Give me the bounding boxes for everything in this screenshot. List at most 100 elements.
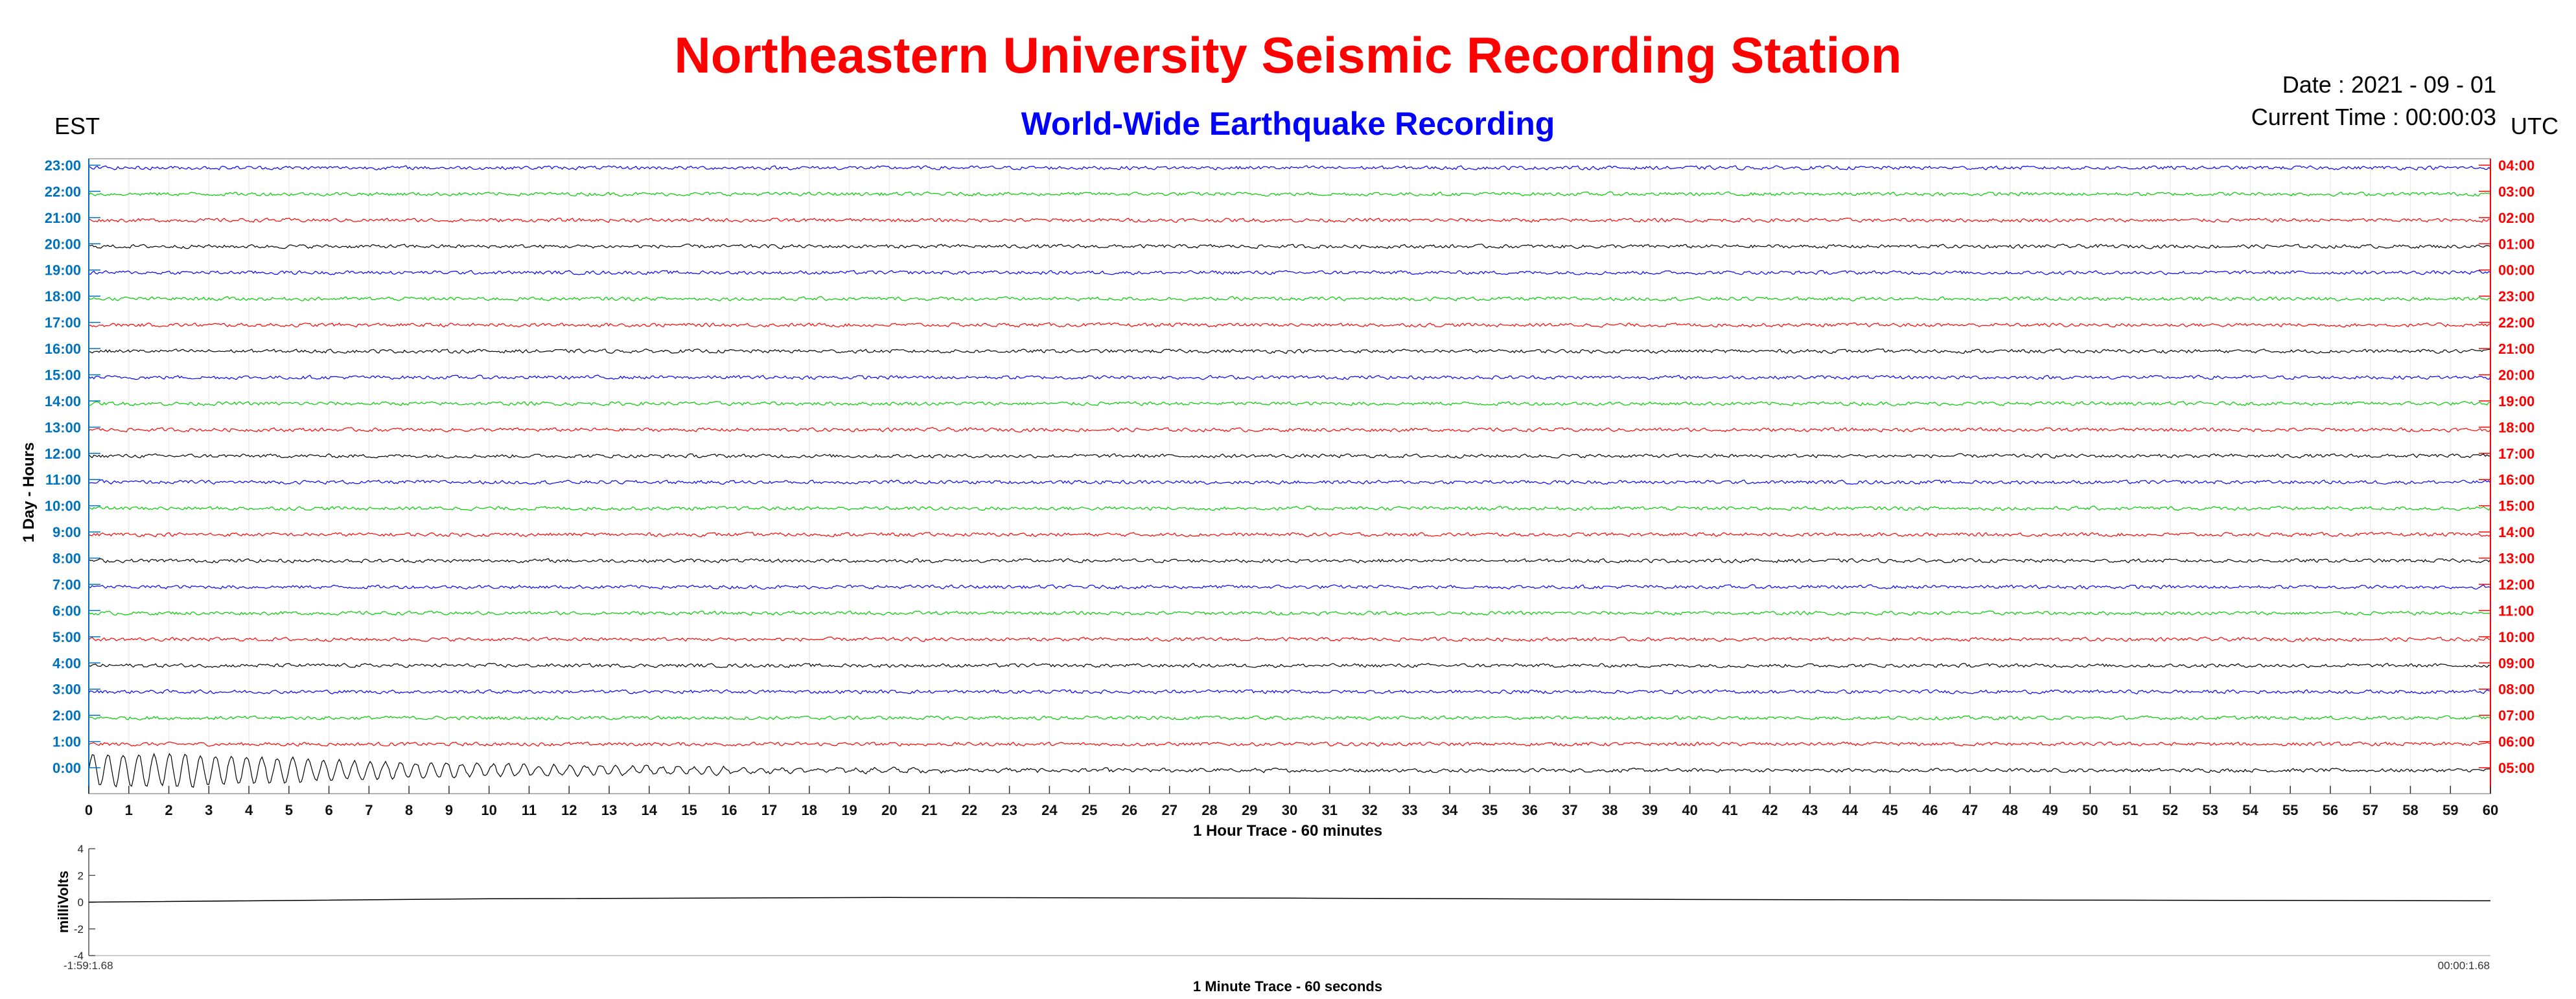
- right-y-tick-label: 05:00: [2498, 760, 2535, 776]
- left-y-tick-label: 13:00: [45, 419, 81, 435]
- seismic-trace: [88, 374, 2491, 380]
- x-tick-label: 50: [2082, 802, 2098, 818]
- x-tick-label: 18: [802, 802, 817, 818]
- right-y-tick-label: 20:00: [2498, 367, 2535, 383]
- right-y-tick-label: 11:00: [2498, 603, 2534, 619]
- left-y-tick-label: 10:00: [45, 498, 81, 514]
- right-y-tick-label: 14:00: [2498, 524, 2535, 540]
- x-tick-label: 60: [2483, 802, 2498, 818]
- x-tick-label: 49: [2042, 802, 2058, 818]
- x-tick-label: 4: [245, 802, 253, 818]
- left-y-tick-label: 8:00: [52, 551, 81, 567]
- helicorder-x-axis-label: 1 Hour Trace - 60 minutes: [1193, 822, 1382, 840]
- left-y-tick-label: 6:00: [52, 603, 81, 619]
- x-tick-label: 23: [1001, 802, 1017, 818]
- x-tick-label: 5: [285, 802, 293, 818]
- page-title: Northeastern University Seismic Recordin…: [674, 27, 1902, 84]
- x-tick-label: 15: [681, 802, 697, 818]
- minute-trace-end-label: 00:00:1.68: [2438, 959, 2490, 972]
- x-tick-label: 20: [881, 802, 897, 818]
- left-y-tick-label: 18:00: [45, 288, 81, 304]
- x-tick-label: 32: [1362, 802, 1377, 818]
- x-tick-label: 54: [2242, 802, 2258, 818]
- x-tick-label: 24: [1041, 802, 1058, 818]
- left-y-tick-label: 17:00: [45, 315, 81, 331]
- x-tick-label: 51: [2122, 802, 2138, 818]
- left-y-tick-label: 7:00: [52, 577, 81, 593]
- minute-y-tick-label: -2: [74, 923, 84, 936]
- x-tick-label: 10: [481, 802, 496, 818]
- right-y-tick-label: 23:00: [2498, 288, 2535, 304]
- x-tick-label: 7: [365, 802, 373, 818]
- x-tick-label: 25: [1082, 802, 1097, 818]
- x-tick-label: 45: [1882, 802, 1897, 818]
- x-tick-label: 55: [2282, 802, 2298, 818]
- minute-y-tick-label: -4: [74, 950, 84, 962]
- right-y-tick-label: 04:00: [2498, 157, 2535, 174]
- x-tick-label: 2: [165, 802, 172, 818]
- x-tick-label: 14: [641, 802, 657, 818]
- seismic-trace: [88, 348, 2490, 354]
- left-y-tick-label: 22:00: [45, 183, 81, 200]
- x-tick-label: 22: [962, 802, 977, 818]
- right-timezone-label: UTC: [2511, 113, 2559, 139]
- left-y-tick-label: 20:00: [45, 236, 81, 252]
- right-y-tick-label: 06:00: [2498, 734, 2535, 750]
- minute-trace-y-axis-label: milliVolts: [55, 871, 71, 933]
- seismic-trace: [88, 584, 2491, 590]
- minute-trace-line: [88, 897, 2491, 903]
- x-tick-label: 1: [125, 802, 133, 818]
- x-tick-label: 6: [325, 802, 332, 818]
- x-tick-label: 40: [1682, 802, 1697, 818]
- seismic-trace: [88, 400, 2491, 406]
- x-tick-label: 12: [561, 802, 577, 818]
- x-tick-label: 30: [1282, 802, 1297, 818]
- minute-y-tick-label: 0: [78, 897, 84, 909]
- x-tick-label: 34: [1442, 802, 1458, 818]
- right-y-tick-label: 08:00: [2498, 682, 2535, 698]
- x-tick-label: 16: [721, 802, 737, 818]
- left-y-tick-label: 14:00: [45, 393, 81, 409]
- left-timezone-label: EST: [54, 113, 100, 139]
- left-y-tick-label: 21:00: [45, 210, 81, 226]
- x-tick-label: 31: [1322, 802, 1338, 818]
- right-y-tick-label: 00:00: [2498, 262, 2535, 279]
- x-tick-label: 36: [1522, 802, 1537, 818]
- right-y-tick-label: 18:00: [2498, 419, 2535, 435]
- right-y-tick-label: 22:00: [2498, 315, 2535, 331]
- x-tick-label: 37: [1562, 802, 1577, 818]
- x-tick-label: 58: [2402, 802, 2418, 818]
- date-label: Date : 2021 - 09 - 01: [2282, 71, 2496, 98]
- right-y-tick-label: 19:00: [2498, 393, 2535, 409]
- left-y-tick-label: 2:00: [52, 707, 81, 724]
- x-tick-label: 39: [1642, 802, 1658, 818]
- seismic-trace: [88, 741, 2491, 747]
- right-y-tick-label: 15:00: [2498, 498, 2535, 514]
- x-tick-label: 47: [1962, 802, 1978, 818]
- helicorder-y-axis-label: 1 Day - Hours: [20, 442, 38, 543]
- x-tick-label: 41: [1722, 802, 1737, 818]
- left-y-tick-label: 11:00: [45, 472, 81, 488]
- right-y-tick-label: 09:00: [2498, 655, 2535, 671]
- x-tick-label: 33: [1402, 802, 1417, 818]
- x-tick-label: 11: [522, 802, 537, 818]
- x-tick-label: 19: [841, 802, 857, 818]
- x-tick-label: 9: [445, 802, 453, 818]
- seismic-trace: [88, 191, 2491, 197]
- x-tick-label: 13: [601, 802, 617, 818]
- left-y-tick-label: 16:00: [45, 341, 81, 357]
- right-y-tick-label: 16:00: [2498, 472, 2535, 488]
- seismic-trace: [88, 689, 2490, 695]
- seismic-trace: [88, 453, 2491, 459]
- x-tick-label: 0: [85, 802, 93, 818]
- x-tick-label: 26: [1122, 802, 1137, 818]
- x-tick-label: 35: [1482, 802, 1498, 818]
- page-subtitle: World-Wide Earthquake Recording: [1021, 106, 1555, 142]
- x-tick-label: 38: [1602, 802, 1618, 818]
- right-y-tick-label: 12:00: [2498, 577, 2535, 593]
- x-tick-label: 29: [1242, 802, 1257, 818]
- right-y-tick-label: 13:00: [2498, 551, 2535, 567]
- right-y-tick-label: 03:00: [2498, 183, 2535, 200]
- left-y-tick-label: 23:00: [45, 157, 81, 174]
- right-y-tick-label: 07:00: [2498, 707, 2535, 724]
